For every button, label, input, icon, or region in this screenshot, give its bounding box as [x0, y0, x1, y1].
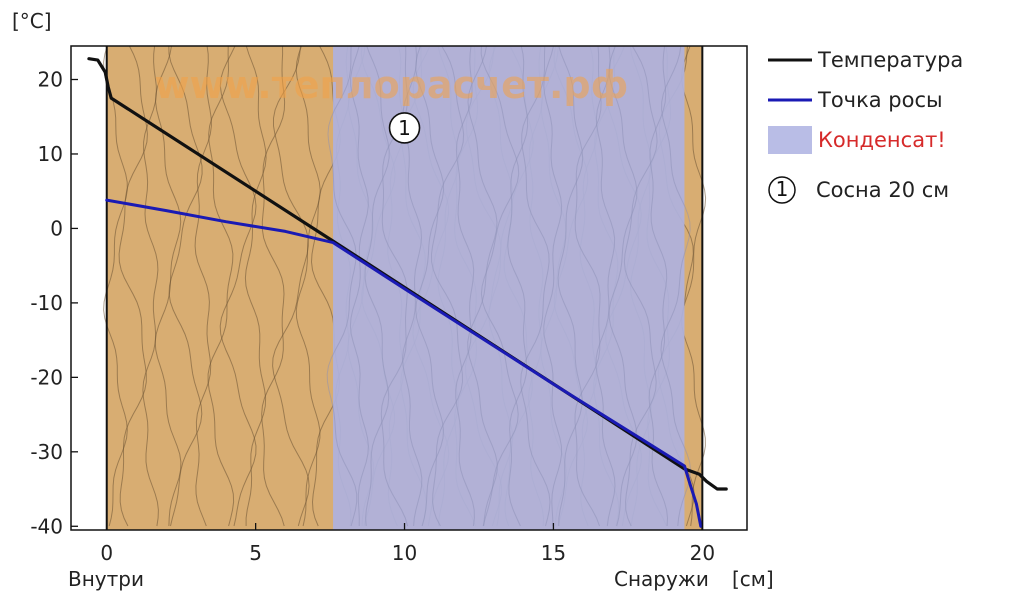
y-tick-label: 0	[50, 216, 63, 240]
grain-line	[455, 46, 475, 527]
legend-label: Конденсат!	[818, 128, 946, 152]
grain-line	[574, 46, 602, 527]
condensate-grain-texture	[326, 46, 692, 527]
y-tick-label: 10	[38, 142, 63, 166]
grain-line	[660, 46, 692, 527]
plot-frame	[70, 45, 748, 531]
x-tick-label: 15	[541, 541, 566, 565]
y-tick-label: -10	[30, 291, 63, 315]
grain-line	[154, 46, 182, 527]
x-tick-label: 10	[392, 541, 417, 565]
y-tick-label: -20	[30, 365, 63, 389]
grain-line	[194, 46, 212, 527]
legend-swatch	[768, 126, 812, 154]
grain-line	[543, 46, 563, 527]
grain-line	[219, 46, 257, 527]
grain-line	[520, 46, 551, 527]
grain-line	[244, 46, 267, 526]
x-tick-label: 20	[690, 541, 715, 565]
grain-line	[364, 46, 390, 527]
plot-area: www.теплорасчет.рф 1	[70, 45, 748, 531]
grain-line	[261, 46, 286, 527]
x-axis-unit-label: [см]	[732, 567, 774, 591]
grain-line	[623, 46, 658, 527]
grain-line	[430, 46, 465, 527]
x-axis: 0 5 10 15 20	[100, 523, 715, 565]
grain-line	[557, 46, 584, 527]
grain-line	[103, 46, 128, 527]
grain-line	[295, 46, 321, 527]
legend-marker-number: 1	[776, 177, 789, 201]
y-axis-unit-label: [°C]	[12, 9, 52, 33]
grain-line	[608, 46, 638, 527]
x-axis-inside-label: Внутри	[68, 567, 144, 591]
grain-line	[349, 46, 369, 527]
x-tick-label: 0	[100, 541, 113, 565]
legend-marker-circle	[768, 176, 796, 204]
grain-line	[681, 46, 707, 527]
y-tick-label: 20	[38, 68, 63, 92]
grain-line	[272, 46, 310, 527]
grain-line	[507, 46, 529, 527]
series-line-dew-point	[105, 198, 703, 528]
grain-line	[480, 46, 520, 527]
x-axis-outside-label: Снаружи	[614, 567, 709, 591]
grain-line	[415, 46, 445, 527]
legend-label: Точка росы	[817, 88, 943, 112]
grain-line	[168, 46, 203, 527]
grain-line	[326, 46, 358, 527]
y-tick-label: -40	[30, 514, 63, 538]
grain-line	[207, 46, 235, 527]
grain-line	[118, 46, 148, 527]
legend: Температура Точка росы Конденсат! 1 Сосна 20…	[768, 48, 963, 204]
legend-label: Сосна 20 см	[816, 178, 949, 202]
watermark: www.теплорасчет.рф	[154, 63, 628, 107]
grain-line	[142, 46, 159, 527]
layer-marker: 1	[388, 112, 421, 144]
layer-marker-number: 1	[398, 116, 411, 140]
y-tick-label: -30	[30, 440, 63, 464]
legend-label: Температура	[817, 48, 963, 72]
grain-line	[467, 46, 498, 527]
y-axis: 20 10 0 -10 -20 -30 -40	[30, 68, 78, 538]
series-layer	[87, 57, 728, 528]
x-tick-label: 5	[249, 541, 262, 565]
grain-line	[595, 46, 616, 527]
layer-marker-circle	[388, 112, 421, 144]
